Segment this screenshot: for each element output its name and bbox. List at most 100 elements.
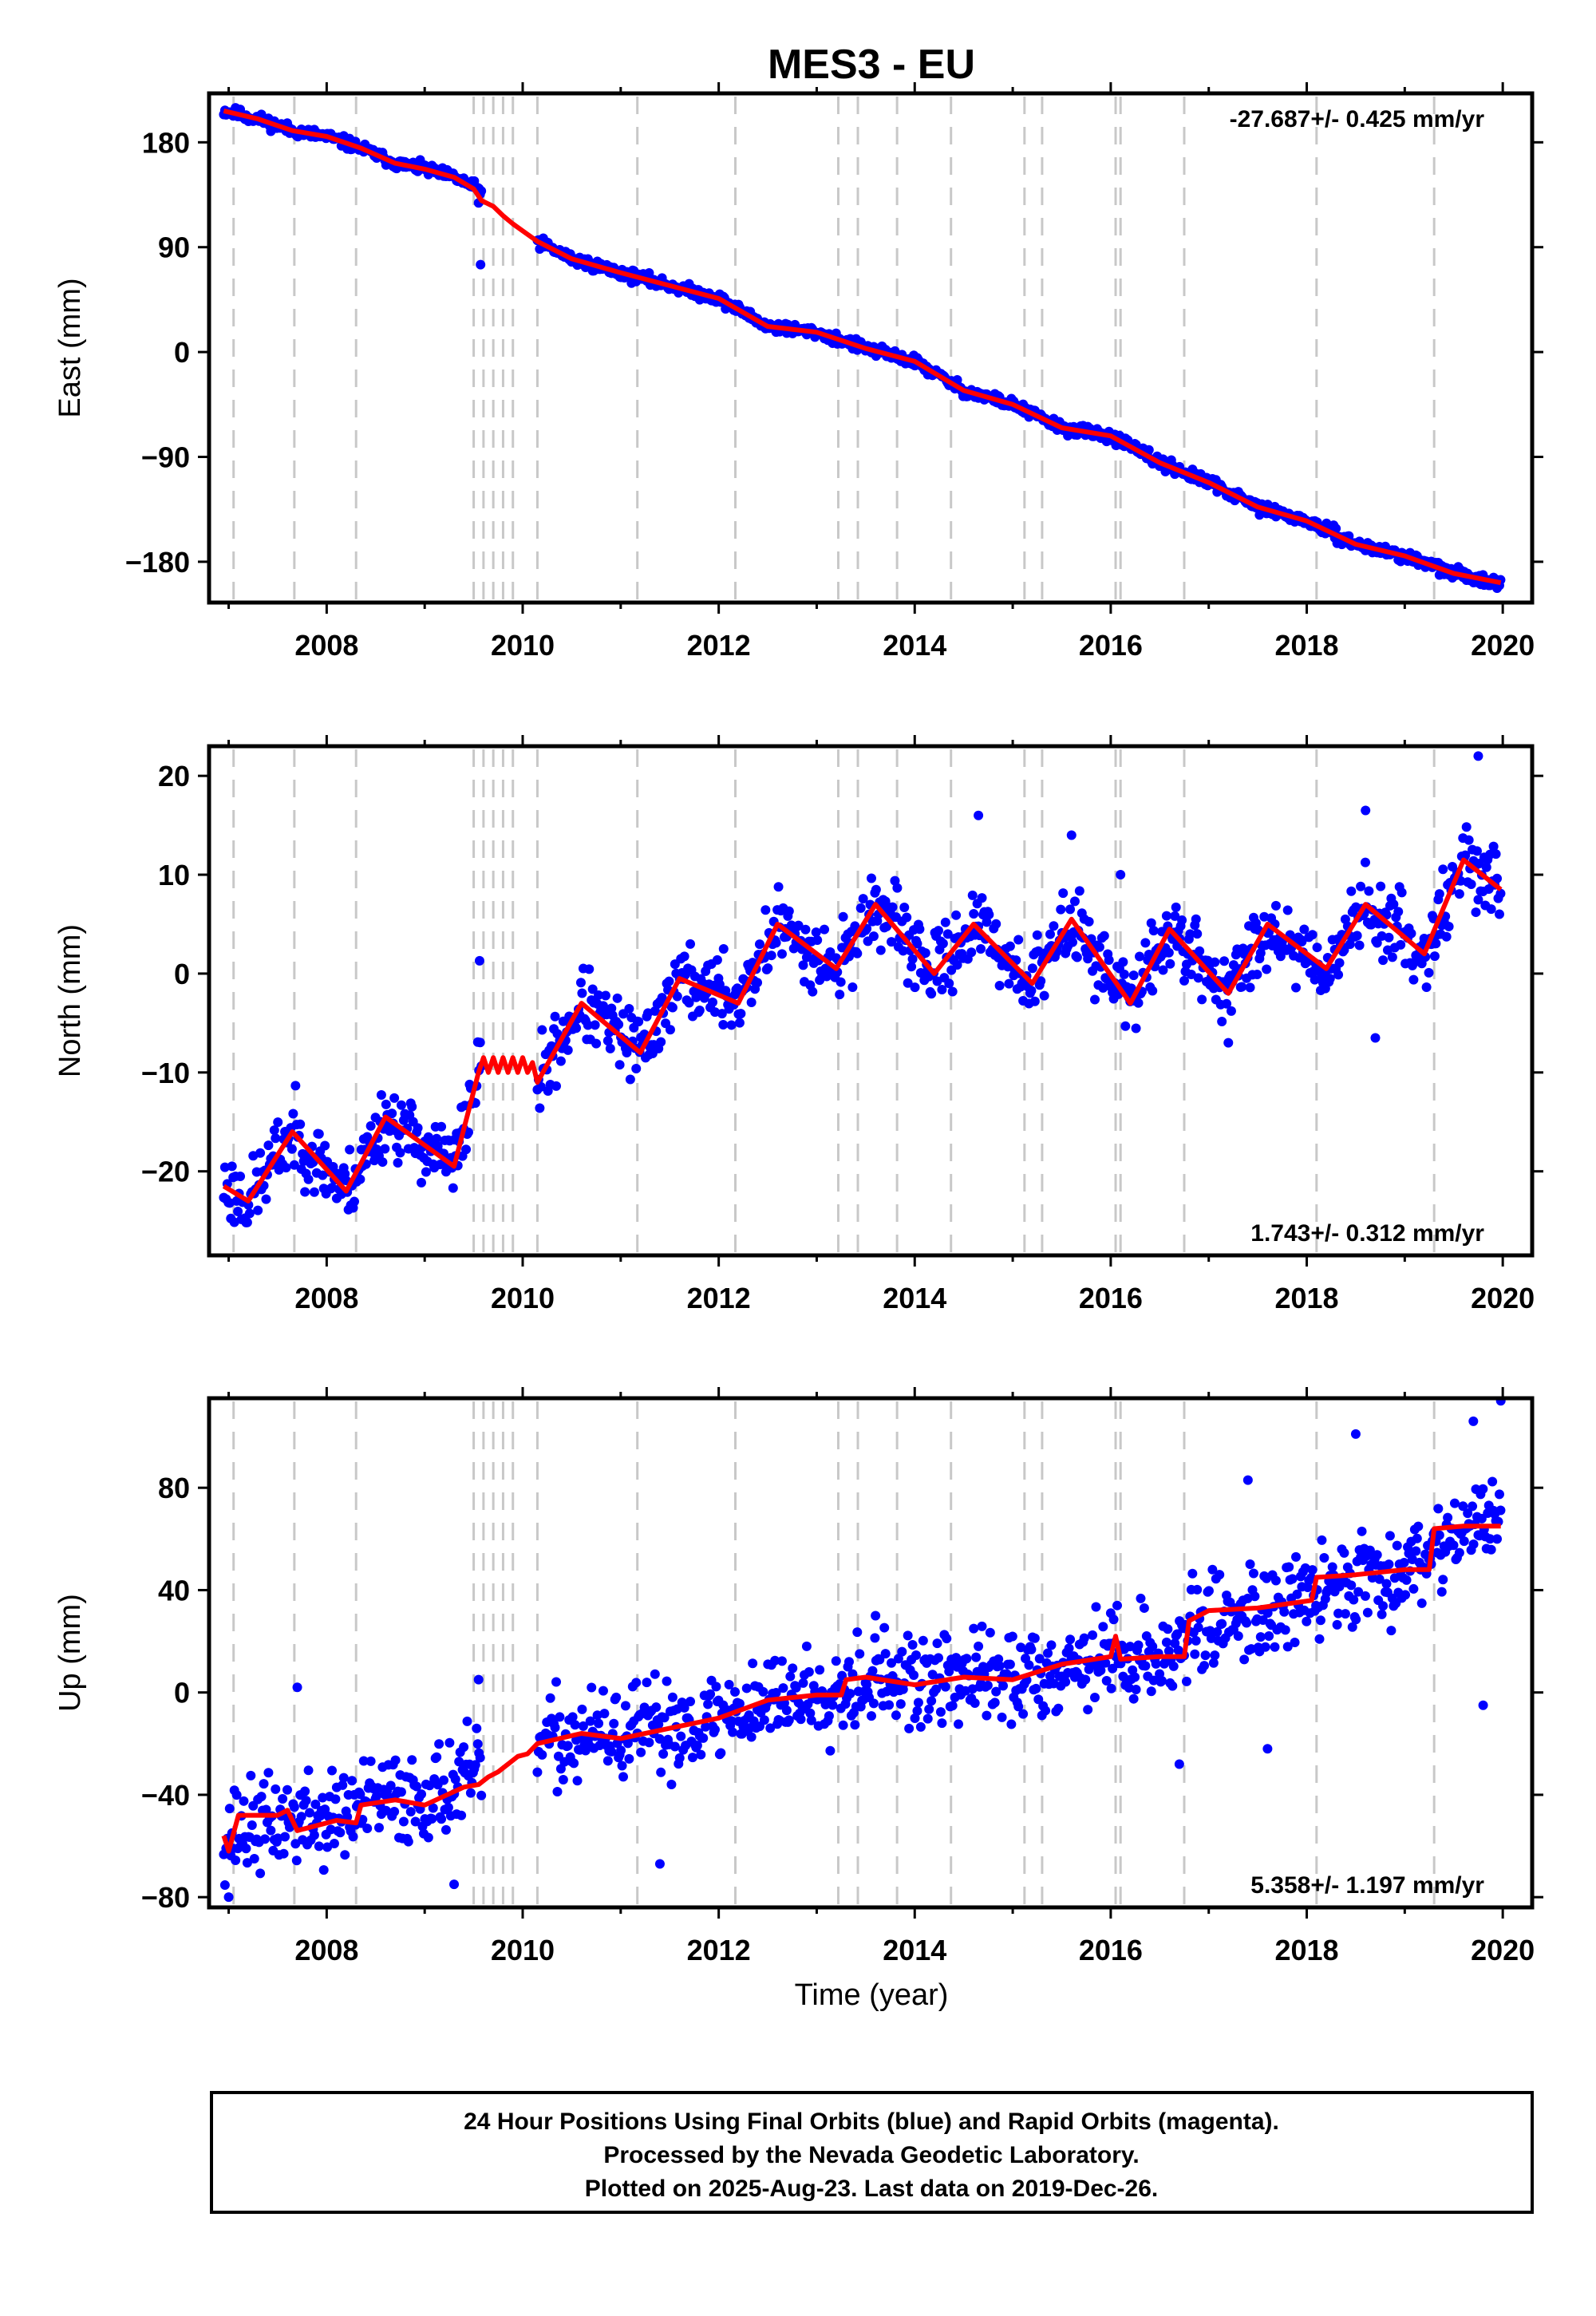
observation-point [309,1830,319,1840]
observation-point [310,1799,321,1809]
observation-point [1165,958,1175,969]
observation-point [1270,1575,1281,1586]
observation-point [1210,1650,1220,1661]
observation-point [1416,1598,1427,1608]
rate-label: 5.358+/- 1.197 mm/yr [1250,1872,1484,1899]
observation-point [1148,1642,1158,1652]
observation-point [338,1773,349,1783]
model-line [221,1524,1501,1854]
observation-point [1478,1484,1488,1494]
observation-point [577,1704,587,1714]
observation-point [1148,926,1159,936]
observation-point [642,1678,652,1688]
observation-point [219,1162,230,1172]
observation-point [910,982,920,993]
observation-point [1181,1676,1191,1686]
observation-point [470,1760,480,1770]
observation-point [1307,1565,1317,1575]
observation-point [329,1839,339,1849]
observation-point [1433,1504,1444,1514]
observation-point [970,1697,980,1708]
observation-point [1163,1646,1174,1656]
observation-point [1130,1672,1140,1682]
observation-point [1167,1681,1178,1691]
observation-point [1262,964,1272,974]
observation-point [1290,1637,1300,1647]
observation-point [656,1037,666,1047]
outlier-point [476,259,486,270]
observation-point [1098,1622,1108,1632]
observation-point [609,1718,619,1729]
observation-point [1485,1534,1495,1544]
observation-point [785,1671,796,1682]
observation-point [1163,1624,1173,1634]
observation-point [717,1009,727,1019]
observation-point [459,1742,469,1753]
observation-point [922,1713,933,1724]
x-tick-label: 2010 [491,1282,555,1314]
observation-point [263,1140,274,1151]
observation-point [701,1721,711,1732]
observation-point [437,1814,447,1824]
observation-point [845,1689,855,1699]
observation-point [1203,1586,1214,1596]
observation-point [1444,921,1454,931]
observation-point [614,1060,625,1070]
observation-point [898,946,908,956]
observation-point [685,1696,696,1706]
observation-point [1353,1587,1364,1597]
observation-point [670,1741,680,1752]
observation-point [855,903,866,913]
observation-point [692,1741,702,1751]
observation-point [358,1756,369,1766]
observation-point [413,1123,423,1133]
observation-point [450,1774,460,1784]
observation-point [1133,998,1144,1008]
observation-point [1027,963,1037,974]
observation-point [1471,907,1481,918]
observation-point [1074,886,1084,896]
observation-point [1119,969,1129,979]
observation-point [1195,946,1205,956]
observation-point [1053,1703,1064,1713]
observation-point [338,1780,348,1790]
observation-point [1468,1501,1478,1512]
observation-point [1351,1614,1361,1625]
observation-point [594,1718,604,1729]
observation-point [991,1686,1001,1697]
observation-point [1170,911,1180,921]
observation-point [1088,1630,1098,1640]
model-line [223,108,1502,586]
observation-point [875,945,886,955]
observation-point [1041,1705,1051,1716]
observation-point [1460,850,1471,860]
observation-point [1408,1583,1419,1594]
observation-point [233,1206,243,1216]
observation-point [736,1009,746,1019]
observation-point [685,939,696,949]
observation-point [577,988,587,998]
observation-point [569,1758,579,1769]
x-tick-label: 2016 [1079,629,1143,662]
observation-point [224,1804,235,1814]
observation-point [1144,445,1154,455]
observation-point [289,1802,299,1812]
observation-point [465,1788,476,1798]
observation-point [1486,1544,1496,1555]
outlier-point [223,1892,234,1903]
observation-point [1332,1619,1342,1630]
observation-point [726,1020,737,1030]
observation-point [1354,940,1365,951]
outlier-point [474,955,484,966]
observation-point [654,1733,665,1744]
outlier-point [1262,1744,1273,1754]
observation-point [880,1649,891,1659]
observation-point [611,1692,622,1702]
observation-point [235,1172,246,1182]
x-tick-label: 2020 [1471,1282,1535,1314]
observation-point [328,1162,338,1172]
x-tick-label: 2010 [491,629,555,662]
observation-point [918,1635,928,1646]
observation-point [1193,1622,1203,1633]
observation-point [340,1850,350,1860]
